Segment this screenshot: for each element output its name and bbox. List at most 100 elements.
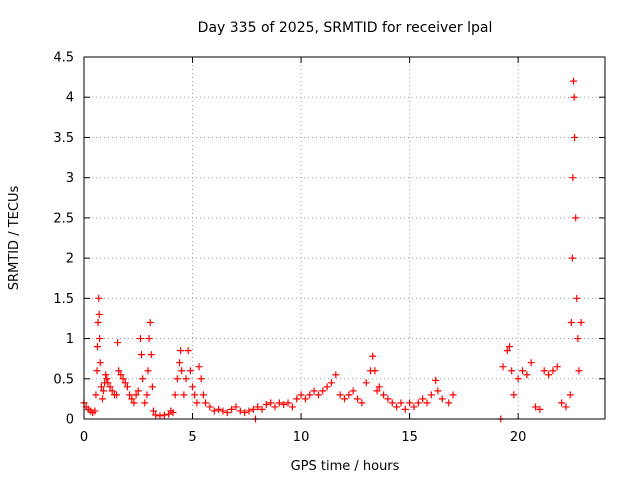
data-point <box>445 399 453 407</box>
data-point <box>100 387 108 395</box>
data-point <box>545 371 553 379</box>
data-point <box>126 391 134 399</box>
data-point <box>139 375 147 383</box>
data-point <box>119 375 127 383</box>
data-point <box>94 318 102 326</box>
data-point <box>215 405 223 413</box>
x-tick-label: 5 <box>188 430 196 445</box>
data-point <box>449 391 457 399</box>
x-tick-label: 10 <box>293 430 310 445</box>
data-point <box>144 367 152 375</box>
data-point <box>197 375 205 383</box>
data-point <box>104 379 112 387</box>
data-point <box>573 294 581 302</box>
data-point <box>102 371 110 379</box>
y-tick-label: 0 <box>66 413 74 428</box>
data-points <box>80 77 585 423</box>
y-tick-label: 4 <box>66 91 74 106</box>
data-point <box>91 407 99 415</box>
data-point <box>575 367 583 375</box>
data-point <box>401 405 409 413</box>
data-point <box>572 214 580 222</box>
data-point <box>117 371 125 379</box>
data-point <box>288 403 296 411</box>
data-point <box>369 352 377 360</box>
data-point <box>160 411 168 419</box>
data-point <box>566 391 574 399</box>
x-tick-label: 0 <box>80 430 88 445</box>
data-point <box>156 412 164 420</box>
data-point <box>301 395 309 403</box>
data-point <box>241 409 249 417</box>
data-point <box>536 405 544 413</box>
data-point <box>178 367 186 375</box>
data-point <box>397 399 405 407</box>
y-tick-label: 3.5 <box>53 131 74 146</box>
data-point <box>182 375 190 383</box>
data-point <box>438 395 446 403</box>
data-point <box>232 403 240 411</box>
data-point <box>245 407 253 415</box>
data-point <box>93 343 101 351</box>
data-point <box>219 407 227 415</box>
data-point <box>574 335 582 343</box>
data-point <box>145 335 153 343</box>
data-point <box>503 347 511 355</box>
y-tick-label: 3 <box>66 171 74 186</box>
data-point <box>371 367 379 375</box>
data-point <box>558 399 566 407</box>
data-point <box>508 367 516 375</box>
data-point <box>106 383 114 391</box>
axis-ticks <box>83 56 605 420</box>
data-point <box>567 318 575 326</box>
data-point <box>293 395 301 403</box>
data-point <box>189 383 197 391</box>
x-tick-label: 15 <box>401 430 418 445</box>
data-point <box>570 77 578 85</box>
data-point <box>275 399 283 407</box>
data-point <box>314 391 322 399</box>
x-axis-label: GPS time / hours <box>291 459 400 474</box>
data-point <box>143 391 151 399</box>
data-point <box>152 411 160 419</box>
data-point <box>327 379 335 387</box>
data-point <box>393 403 401 411</box>
data-point <box>132 391 140 399</box>
data-point <box>410 403 418 411</box>
chart-title: Day 335 of 2025, SRMTID for receiver lpa… <box>198 20 493 36</box>
data-point <box>115 367 123 375</box>
data-point <box>562 403 570 411</box>
data-point <box>373 387 381 395</box>
data-point <box>577 318 585 326</box>
data-point <box>134 387 142 395</box>
grid-lines <box>84 57 605 419</box>
data-point <box>123 383 131 391</box>
data-point <box>423 399 431 407</box>
data-point <box>141 399 149 407</box>
data-point <box>169 409 177 417</box>
data-point <box>96 359 104 367</box>
data-point <box>186 367 194 375</box>
data-point <box>180 391 188 399</box>
x-tick-labels: 0 5 10 15 20 <box>80 430 527 445</box>
data-point <box>258 405 266 413</box>
data-point <box>138 351 146 359</box>
data-point <box>499 363 507 371</box>
data-point <box>228 405 236 413</box>
plot-frame <box>83 56 606 420</box>
data-point <box>199 391 207 399</box>
data-point <box>505 343 513 351</box>
data-point <box>176 359 184 367</box>
data-point <box>323 383 331 391</box>
data-point <box>341 395 348 403</box>
data-point <box>271 403 279 411</box>
data-point <box>570 93 578 101</box>
y-tick-labels: 0 0.5 1 1.5 2 2.5 3 3.5 4 4.5 <box>53 51 74 428</box>
data-point <box>527 359 535 367</box>
data-point <box>514 375 522 383</box>
data-point <box>510 391 518 399</box>
data-point <box>388 399 396 407</box>
data-point <box>177 347 185 355</box>
y-tick-label: 4.5 <box>53 51 74 66</box>
